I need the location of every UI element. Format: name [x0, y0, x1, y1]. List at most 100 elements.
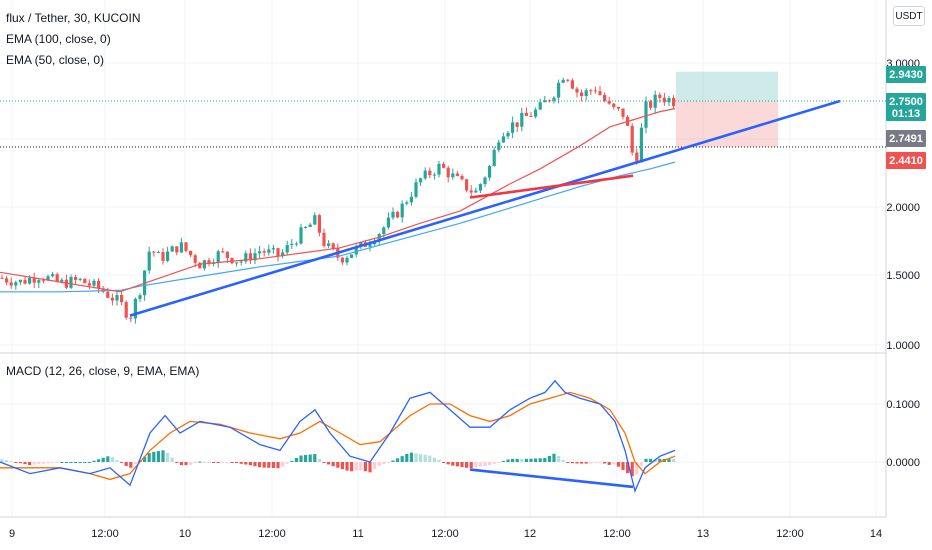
candle-body — [492, 149, 496, 167]
macd-hist-bar — [156, 451, 160, 462]
candle-body — [409, 196, 413, 203]
candle-body — [60, 279, 64, 282]
candle-body — [405, 202, 409, 204]
candle-body — [55, 274, 59, 282]
macd-hist-bar — [391, 460, 395, 462]
candle-body — [543, 100, 547, 103]
currency-button[interactable]: USDT — [893, 6, 925, 26]
candle-body — [152, 251, 156, 253]
macd-hist-bar — [386, 462, 390, 463]
candle-body — [69, 277, 73, 288]
macd-hist-bar — [74, 462, 78, 463]
macd-hist-bar — [110, 457, 114, 462]
candle-body — [649, 101, 653, 108]
time-tick: 13 — [697, 528, 709, 540]
candle-body — [501, 136, 505, 143]
macd-hist-bar — [78, 462, 82, 463]
candle-body — [465, 179, 469, 191]
candle-body — [483, 177, 487, 185]
candle-body — [147, 251, 151, 271]
candle-body — [391, 211, 395, 218]
macd-hist-bar — [446, 462, 450, 465]
macd-hist-bar — [538, 458, 542, 462]
candle-body — [497, 142, 501, 150]
candle-body — [612, 103, 616, 108]
macd-hist-bar — [327, 462, 331, 465]
time-tick: 11 — [352, 528, 363, 540]
candle-body — [101, 288, 105, 292]
macd-hist-bar — [419, 454, 423, 462]
macd-hist-bar — [294, 457, 298, 462]
macd-hist-bar — [359, 462, 363, 471]
macd-hist-bar — [529, 458, 533, 462]
macd-hist-bar — [607, 462, 611, 465]
macd-hist-bar — [230, 462, 234, 463]
candle-body — [64, 279, 68, 288]
time-tick: 9 — [9, 528, 15, 540]
candle-body — [248, 253, 252, 261]
macd-hist-bar — [488, 462, 492, 466]
candle-body — [115, 294, 119, 301]
macd-hist-bar — [616, 462, 620, 467]
macd-hist-bar — [570, 462, 574, 464]
macd-hist-bar — [501, 460, 505, 462]
macd-hist-bar — [506, 459, 510, 462]
macd-panel — [0, 379, 676, 494]
candle-body — [41, 280, 45, 282]
macd-hist-bar — [106, 456, 110, 462]
macd-hist-bar — [69, 462, 73, 463]
macd-hist-bar — [667, 458, 671, 462]
macd-hist-bar — [593, 462, 597, 463]
candle-body — [18, 279, 22, 283]
macd-hist-bar — [649, 458, 653, 462]
position-box[interactable] — [0, 71, 886, 148]
candle-body — [0, 277, 4, 279]
candle-body — [639, 127, 643, 163]
macd-hist-bar — [547, 455, 551, 462]
macd-hist-bar — [534, 458, 538, 462]
candle-body — [621, 108, 625, 117]
candle-body — [175, 246, 179, 253]
macd-hist-bar — [603, 462, 607, 464]
candle-body — [345, 257, 349, 263]
macd-hist-bar — [221, 462, 225, 463]
candle-body — [529, 115, 533, 117]
legend-ema50: EMA (50, close, 0) — [6, 53, 104, 67]
candle-body — [253, 253, 257, 261]
candle-body — [198, 262, 202, 269]
candle-body — [474, 190, 478, 193]
candle-body — [658, 94, 662, 98]
candle-body — [428, 170, 432, 176]
macd-hist-bar — [409, 452, 413, 462]
candle-body — [667, 97, 671, 103]
macd-hist-bar — [313, 454, 317, 462]
candle-body — [442, 163, 446, 168]
candle-body — [317, 215, 321, 233]
macd-hist-bar — [267, 462, 271, 468]
macd-hist-bar — [0, 459, 4, 462]
candle-body — [258, 251, 262, 254]
price-badge — [886, 152, 926, 169]
candle-body — [419, 178, 423, 183]
candle-body — [561, 79, 565, 83]
macd-hist-bar — [474, 462, 478, 468]
macd-hist-bar — [584, 462, 588, 464]
candle-body — [432, 174, 436, 176]
macd-hist-bar — [290, 460, 294, 462]
macd-hist-bar — [152, 451, 156, 462]
candle-body — [478, 184, 482, 191]
macd-hist-bar — [524, 458, 528, 462]
candle-body — [331, 243, 335, 249]
candle-body — [244, 253, 248, 262]
candle-body — [239, 261, 243, 263]
macd-hist-bar — [5, 460, 9, 462]
candle-body — [184, 242, 188, 251]
macd-hist-bar — [64, 462, 68, 463]
candle-body — [616, 107, 620, 109]
candle-body — [294, 243, 298, 245]
candle-body — [74, 277, 78, 280]
macd-hist-bar — [455, 462, 459, 467]
macd-hist-bar — [354, 462, 358, 471]
macd-hist-bar — [621, 462, 625, 471]
